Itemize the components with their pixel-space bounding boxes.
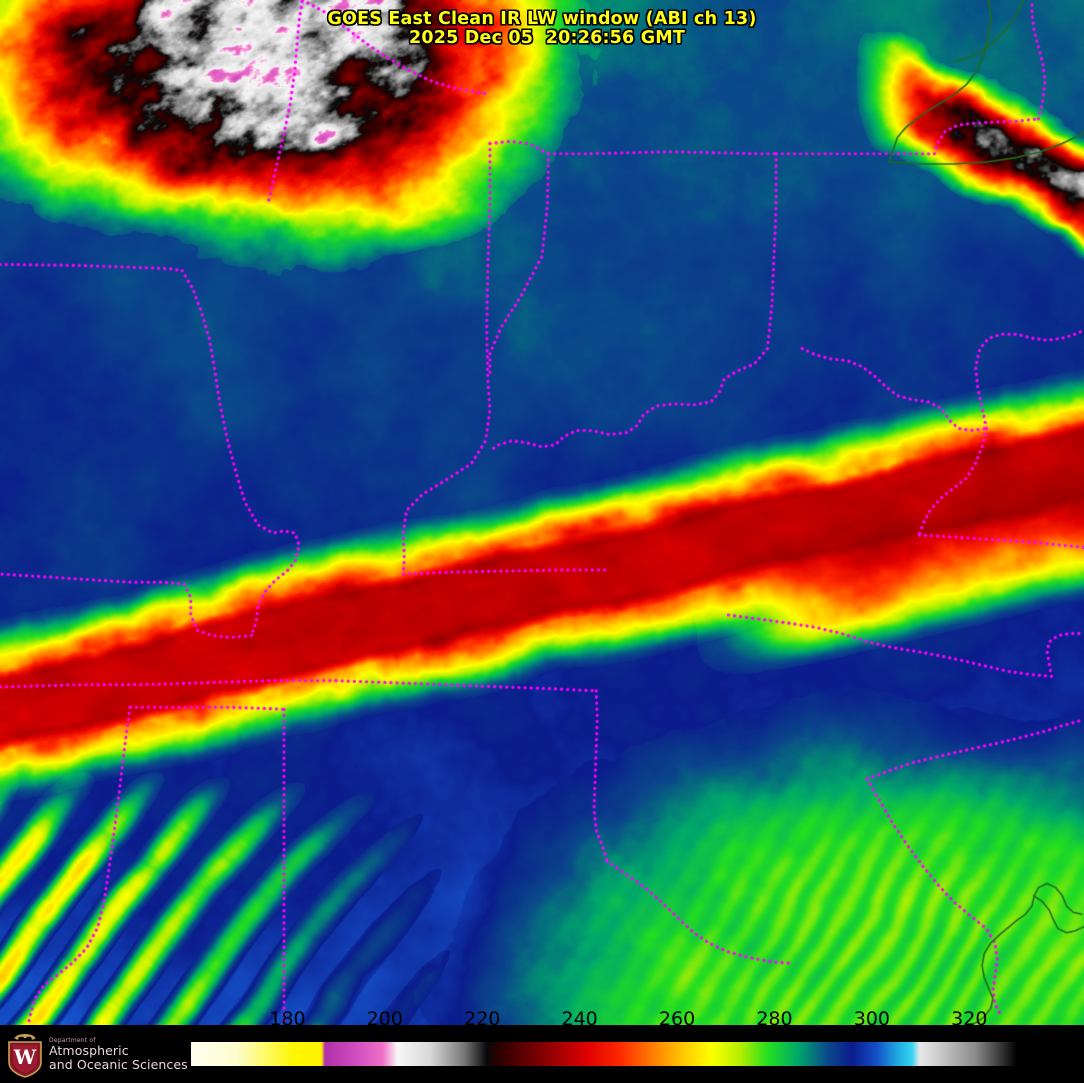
logo-name-line-2: and Oceanic Sciences — [49, 1057, 188, 1073]
ir-brightness-temperature-field — [0, 0, 1084, 1025]
satellite-image-canvas — [0, 0, 1084, 1025]
logo-name-line-1: Atmospheric — [49, 1043, 129, 1059]
logo-text-block: Department of Atmospheric and Oceanic Sc… — [49, 1036, 188, 1073]
temperature-colorbar — [190, 1041, 1018, 1067]
logo-department-line: Department of — [49, 1036, 96, 1044]
svg-text:W: W — [13, 1045, 37, 1069]
uw-aos-logo: W Department of Atmospheric and Oceanic … — [2, 1029, 188, 1081]
uw-crest-icon: W — [6, 1032, 44, 1078]
colorbar-gradient — [191, 1042, 1017, 1066]
